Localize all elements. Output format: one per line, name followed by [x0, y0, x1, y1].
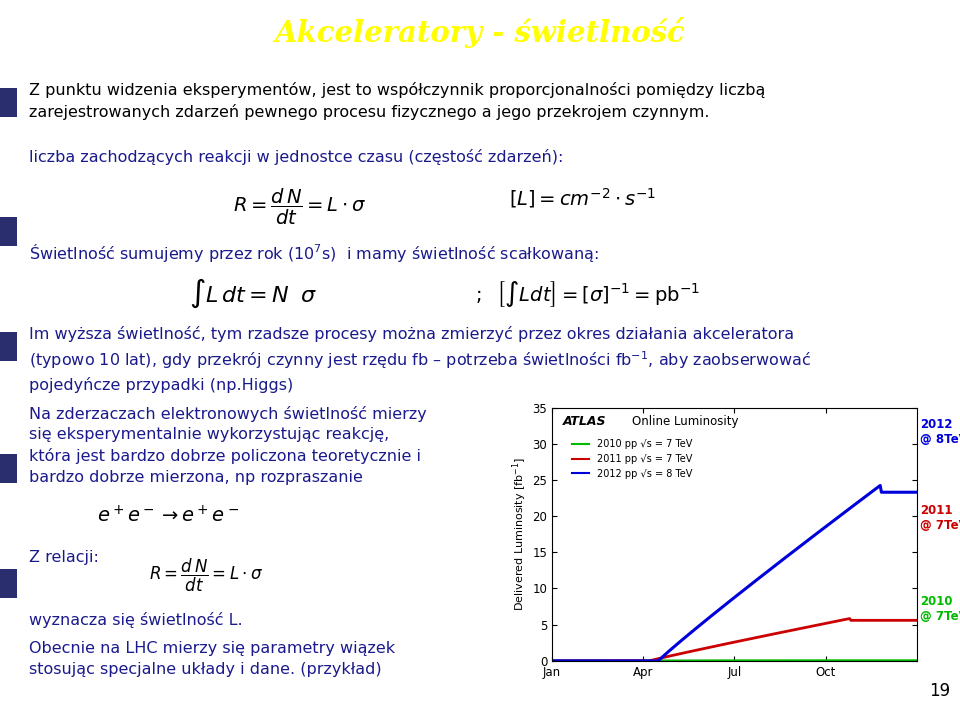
Text: Na zderzaczach elektronowych świetlność mierzy
się eksperymentalnie wykorzystują: Na zderzaczach elektronowych świetlność … [29, 406, 426, 485]
Bar [0, 332, 17, 361]
Text: Im wyższa świetlność, tym rzadsze procesy można zmierzyć przez okres działania a: Im wyższa świetlność, tym rzadsze proces… [29, 326, 810, 393]
Y-axis label: Delivered Luminosity [fb$^{-1}$]: Delivered Luminosity [fb$^{-1}$] [511, 458, 530, 611]
Text: Online Luminosity: Online Luminosity [633, 415, 739, 428]
Text: $e^+e^-\rightarrow e^+e^-$: $e^+e^-\rightarrow e^+e^-$ [97, 505, 239, 527]
Text: $R=\dfrac{d\,N}{dt}=L\cdot\sigma$: $R=\dfrac{d\,N}{dt}=L\cdot\sigma$ [233, 186, 367, 226]
Text: liczba zachodzących reakcji w jednostce czasu (częstość zdarzeń):: liczba zachodzących reakcji w jednostce … [29, 149, 563, 165]
Bar [0, 569, 17, 599]
Text: Świetlność sumujemy przez rok (10$^7$s)  i mamy świetlność scałkowaną:: Świetlność sumujemy przez rok (10$^7$s) … [29, 242, 598, 264]
Text: 19: 19 [929, 682, 950, 700]
Text: Obecnie na LHC mierzy się parametry wiązek
stosując specjalne układy i dane. (pr: Obecnie na LHC mierzy się parametry wiąz… [29, 642, 395, 677]
Text: $R=\dfrac{d\,N}{dt}=L\cdot\sigma$: $R=\dfrac{d\,N}{dt}=L\cdot\sigma$ [149, 556, 263, 594]
Text: Z relacji:: Z relacji: [29, 550, 99, 565]
Legend: 2010 pp √s = 7 TeV, 2011 pp √s = 7 TeV, 2012 pp √s = 8 TeV: 2010 pp √s = 7 TeV, 2011 pp √s = 7 TeV, … [567, 435, 696, 483]
Bar [0, 217, 17, 246]
Text: 2010
@ 7TeV: 2010 @ 7TeV [921, 595, 960, 623]
Text: $\;\;;\;\;\left[\int Ldt\right] = [\sigma]^{-1}={\rm pb}^{-1}$: $\;\;;\;\;\left[\int Ldt\right] = [\sigm… [466, 279, 701, 309]
Text: 2012
@ 8TeV: 2012 @ 8TeV [921, 417, 960, 445]
Text: wyznacza się świetlność L.: wyznacza się świetlność L. [29, 612, 242, 629]
Text: ATLAS Luminosity 2010-2012: ATLAS Luminosity 2010-2012 [571, 379, 777, 392]
Text: 2011
@ 7TeV: 2011 @ 7TeV [921, 504, 960, 532]
Text: ATLAS: ATLAS [563, 415, 607, 428]
Text: $\int L\,dt = N\;\;\sigma$: $\int L\,dt = N\;\;\sigma$ [189, 276, 317, 309]
Bar [0, 454, 17, 483]
Bar [0, 88, 17, 117]
Text: Akceleratory - świetlność: Akceleratory - świetlność [275, 17, 685, 49]
Text: $[L]=cm^{-2}\cdot s^{-1}$: $[L]=cm^{-2}\cdot s^{-1}$ [510, 186, 657, 211]
Text: Z punktu widzenia eksperymentów, jest to współczynnik proporcjonalności pomiędzy: Z punktu widzenia eksperymentów, jest to… [29, 82, 765, 120]
